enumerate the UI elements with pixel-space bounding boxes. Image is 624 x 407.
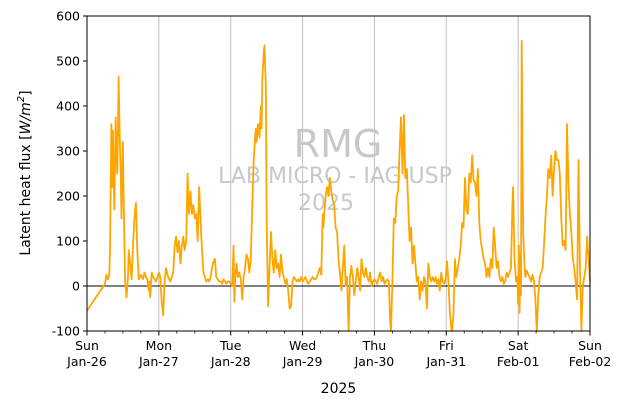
x-tick-day-Jan-30: Thu [362, 338, 386, 353]
x-axis: SunJan-26MonJan-27TueJan-28WedJan-29ThuJ… [66, 331, 611, 369]
y-tick-label-200: 200 [56, 189, 80, 204]
x-tick-date-Jan-30: Jan-30 [354, 354, 395, 369]
x-tick-day-Jan-29: Wed [289, 338, 316, 353]
y-tick-label-100: 100 [56, 234, 80, 249]
x-tick-date-Feb-02: Feb-02 [569, 354, 612, 369]
x-tick-day-Jan-31: Fri [439, 338, 454, 353]
x-tick-day-Feb-02: Sun [578, 338, 602, 353]
x-tick-day-Jan-28: Tue [219, 338, 242, 353]
series-line-latent-heat-flux [86, 39, 591, 332]
x-tick-date-Jan-31: Jan-31 [425, 354, 466, 369]
y-tick-label-0: 0 [72, 279, 80, 294]
y-tick-label-400: 400 [56, 99, 80, 114]
y-tick-label-300: 300 [56, 144, 80, 159]
y-tick-label--100: -100 [52, 324, 80, 339]
x-tick-date-Jan-29: Jan-29 [282, 354, 323, 369]
vertical-gridlines [158, 16, 519, 331]
x-tick-date-Jan-26: Jan-26 [66, 354, 107, 369]
watermark-line-1: RMG [294, 122, 383, 166]
x-axis-title: 2025 [321, 381, 357, 397]
watermark: RMG LAB MICRO - IAG USP 2025 [218, 122, 452, 216]
watermark-line-2: LAB MICRO - IAG USP [218, 164, 452, 189]
x-tick-day-Jan-26: Sun [75, 338, 99, 353]
x-tick-day-Feb-01: Sat [508, 338, 529, 353]
y-tick-label-500: 500 [56, 54, 80, 69]
y-axis-title: Latent heat flux [W/m2] [16, 90, 34, 255]
y-axis: -100 0 100 200 300 400 500 600 [52, 9, 87, 339]
x-tick-date-Feb-01: Feb-01 [497, 354, 540, 369]
y-tick-label-600: 600 [56, 9, 80, 24]
x-tick-date-Jan-27: Jan-27 [138, 354, 179, 369]
x-tick-day-Jan-27: Mon [146, 338, 172, 353]
x-tick-date-Jan-28: Jan-28 [210, 354, 251, 369]
